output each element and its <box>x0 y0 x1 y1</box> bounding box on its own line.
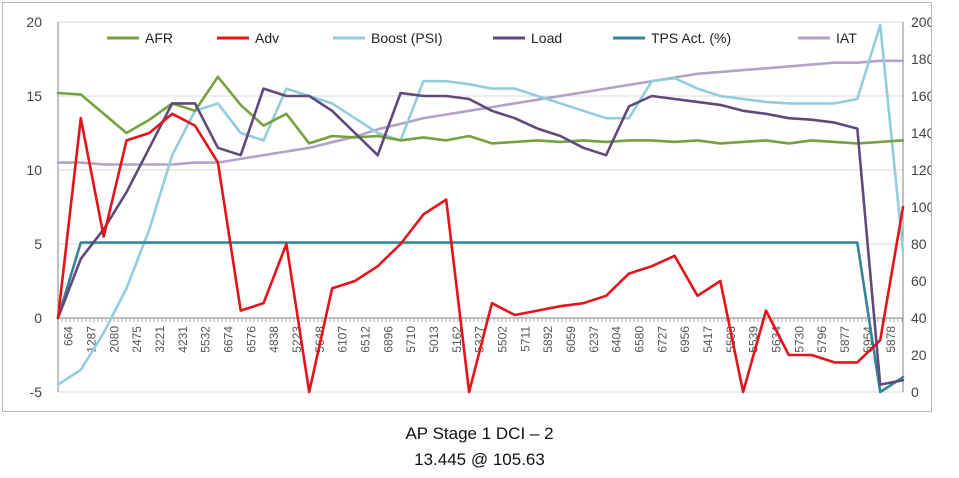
x-tick-label: 5162 <box>450 326 464 353</box>
y-right-tick-label: 200 <box>911 14 931 30</box>
legend-item: Load <box>493 30 562 46</box>
x-tick-label: 6404 <box>610 326 624 353</box>
legend-label: Boost (PSI) <box>371 30 443 46</box>
x-tick-label: 6896 <box>381 326 395 353</box>
chart: -505101520020406080100120140160180200664… <box>26 14 931 400</box>
series-line <box>56 241 905 394</box>
y-left-tick-label: -5 <box>30 384 43 400</box>
legend-label: Load <box>531 30 562 46</box>
legend-item: TPS Act. (%) <box>613 30 731 46</box>
x-tick-label: 3221 <box>153 326 167 353</box>
x-tick-label: 6956 <box>678 326 692 353</box>
caption-subtitle: 13.445 @ 105.63 <box>414 450 545 469</box>
y-right-tick-label: 180 <box>911 51 931 67</box>
y-right-tick-label: 80 <box>911 236 927 252</box>
series-line <box>56 87 905 386</box>
x-tick-label: 5634 <box>770 326 784 353</box>
x-tick-label: 5796 <box>815 326 829 353</box>
x-tick-label: 5502 <box>496 326 510 353</box>
x-tick-label: 5013 <box>427 326 441 353</box>
x-tick-label: 2080 <box>107 326 121 353</box>
x-tick-label: 5892 <box>541 326 555 353</box>
y-right-tick-label: 120 <box>911 162 931 178</box>
y-right-tick-label: 60 <box>911 273 927 289</box>
x-tick-label: 5878 <box>884 326 898 353</box>
legend-label: TPS Act. (%) <box>651 30 731 46</box>
x-tick-label: 6107 <box>336 326 350 353</box>
caption-title: AP Stage 1 DCI – 2 <box>405 424 554 443</box>
y-right-tick-label: 40 <box>911 310 927 326</box>
x-tick-label: 6674 <box>221 326 235 353</box>
x-tick-label: 5730 <box>792 326 806 353</box>
chart-frame: -5 0 5 10 15 20 0 20 40 60 80 100 120 140 160 180 200 664… <box>2 2 932 412</box>
y-left-tick-label: 10 <box>26 162 42 178</box>
y-right-tick-label: 100 <box>911 199 931 215</box>
x-tick-label: 6576 <box>244 326 258 353</box>
legend-item: AFR <box>107 30 173 46</box>
x-tick-label: 4231 <box>176 326 190 353</box>
x-tick-label: 1287 <box>84 326 98 353</box>
legend-label: Adv <box>255 30 279 46</box>
x-tick-label: 2475 <box>130 326 144 353</box>
x-tick-label: 6512 <box>358 326 372 353</box>
x-tick-label: 6059 <box>564 326 578 353</box>
x-tick-label: 5417 <box>701 326 715 353</box>
legend-item: Adv <box>217 30 279 46</box>
y-right-tick-label: 140 <box>911 125 931 141</box>
legend-label: IAT <box>836 30 857 46</box>
x-tick-label: 6580 <box>633 326 647 353</box>
series-line <box>56 112 905 394</box>
y-left-tick-label: 15 <box>26 88 42 104</box>
legend-label: AFR <box>145 30 173 46</box>
y-right-tick-label: 20 <box>911 347 927 363</box>
series-line <box>56 75 905 145</box>
legend-item: IAT <box>798 30 857 46</box>
x-tick-label: 6237 <box>587 326 601 353</box>
y-left-tick-label: 20 <box>26 14 42 30</box>
y-right-tick-label: 0 <box>911 384 919 400</box>
x-tick-label: 5532 <box>199 326 213 353</box>
x-tick-label: 5877 <box>838 326 852 353</box>
x-tick-label: 5710 <box>404 326 418 353</box>
legend-item: Boost (PSI) <box>333 30 443 46</box>
y-left-tick-label: 5 <box>34 236 42 252</box>
x-tick-label: 6727 <box>655 326 669 353</box>
x-tick-label: 4838 <box>267 326 281 353</box>
x-tick-label: 664 <box>62 326 76 346</box>
series-line <box>56 59 905 166</box>
x-tick-label: 5711 <box>518 326 532 352</box>
y-left-tick-label: 0 <box>34 310 42 326</box>
y-right-tick-label: 160 <box>911 88 931 104</box>
